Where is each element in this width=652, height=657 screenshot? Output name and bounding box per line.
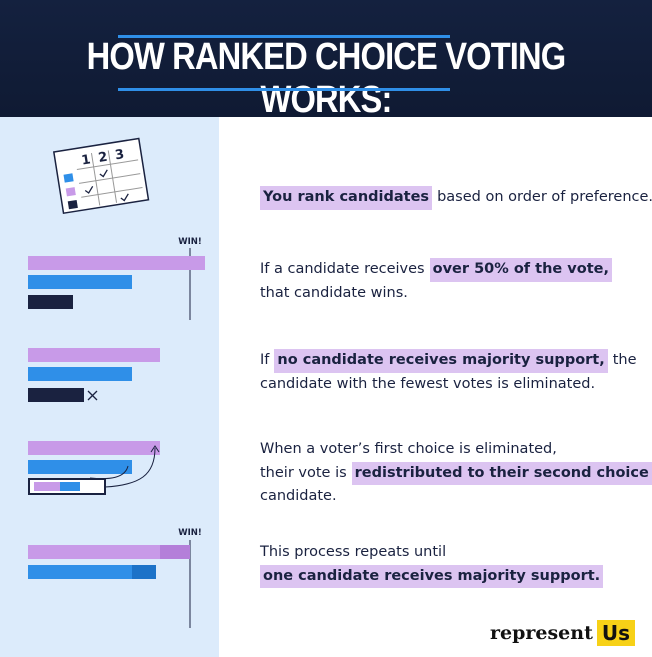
text: the [612, 352, 637, 368]
ballot-column: 3 [114, 147, 125, 163]
highlighted-text: over 50% of the vote, [429, 258, 612, 282]
text: When a voter’s first choice is eliminate… [260, 441, 557, 457]
step-line: candidate with the fewest votes is elimi… [260, 373, 637, 397]
highlighted-text: redistributed to their second choice [351, 461, 652, 485]
text: If [260, 352, 270, 368]
step: This process repeats until one candidate … [260, 541, 604, 588]
step-line: This process repeats until [260, 541, 603, 565]
text: This process repeats until [260, 544, 447, 560]
ballot-column: 1 [80, 152, 91, 168]
logo-word: represent [490, 622, 593, 644]
logo-badge: Us [596, 620, 636, 646]
step-line: If no candidate receives majority support… [260, 349, 637, 373]
step-line: one candidate receives majority support. [260, 564, 604, 588]
highlighted-text: one candidate receives majority support. [260, 564, 604, 588]
highlighted-text: You rank candidates [260, 186, 433, 210]
step: You rank candidates based on order of pre… [260, 186, 652, 210]
rule [118, 35, 450, 38]
text: candidate. [260, 488, 337, 504]
step-line: When a voter’s first choice is eliminate… [260, 438, 652, 462]
step-line: candidate. [260, 485, 652, 509]
ballot: 1 2 3 [52, 137, 150, 215]
step-line: their vote is redistributed to their seco… [260, 461, 652, 485]
text: candidate with the fewest votes is elimi… [260, 375, 596, 392]
logo: represent Us [490, 620, 636, 646]
win-label: WIN! [178, 528, 202, 538]
title: HOW RANKED CHOICE VOTING WORKS: [86, 36, 567, 121]
text: based on order of preference. [437, 189, 652, 205]
step: If no candidate receives majority support… [260, 349, 637, 396]
step: When a voter’s first choice is eliminate… [260, 438, 652, 509]
ballot-column: 2 [97, 150, 108, 166]
highlighted-text: no candidate receives majority support, [274, 349, 608, 373]
rule [118, 88, 450, 91]
text: If a candidate receives [260, 261, 425, 277]
win-label: WIN! [178, 237, 202, 247]
step-line: that candidate wins. [260, 282, 612, 306]
step-line: If a candidate receives over 50% of the v… [260, 258, 612, 282]
text: that candidate wins. [260, 284, 408, 301]
step-line: You rank candidates based on order of pre… [260, 186, 652, 210]
text: their vote is [260, 464, 347, 481]
header: HOW RANKED CHOICE VOTING WORKS: [0, 0, 652, 121]
step: If a candidate receives over 50% of the v… [260, 258, 612, 305]
